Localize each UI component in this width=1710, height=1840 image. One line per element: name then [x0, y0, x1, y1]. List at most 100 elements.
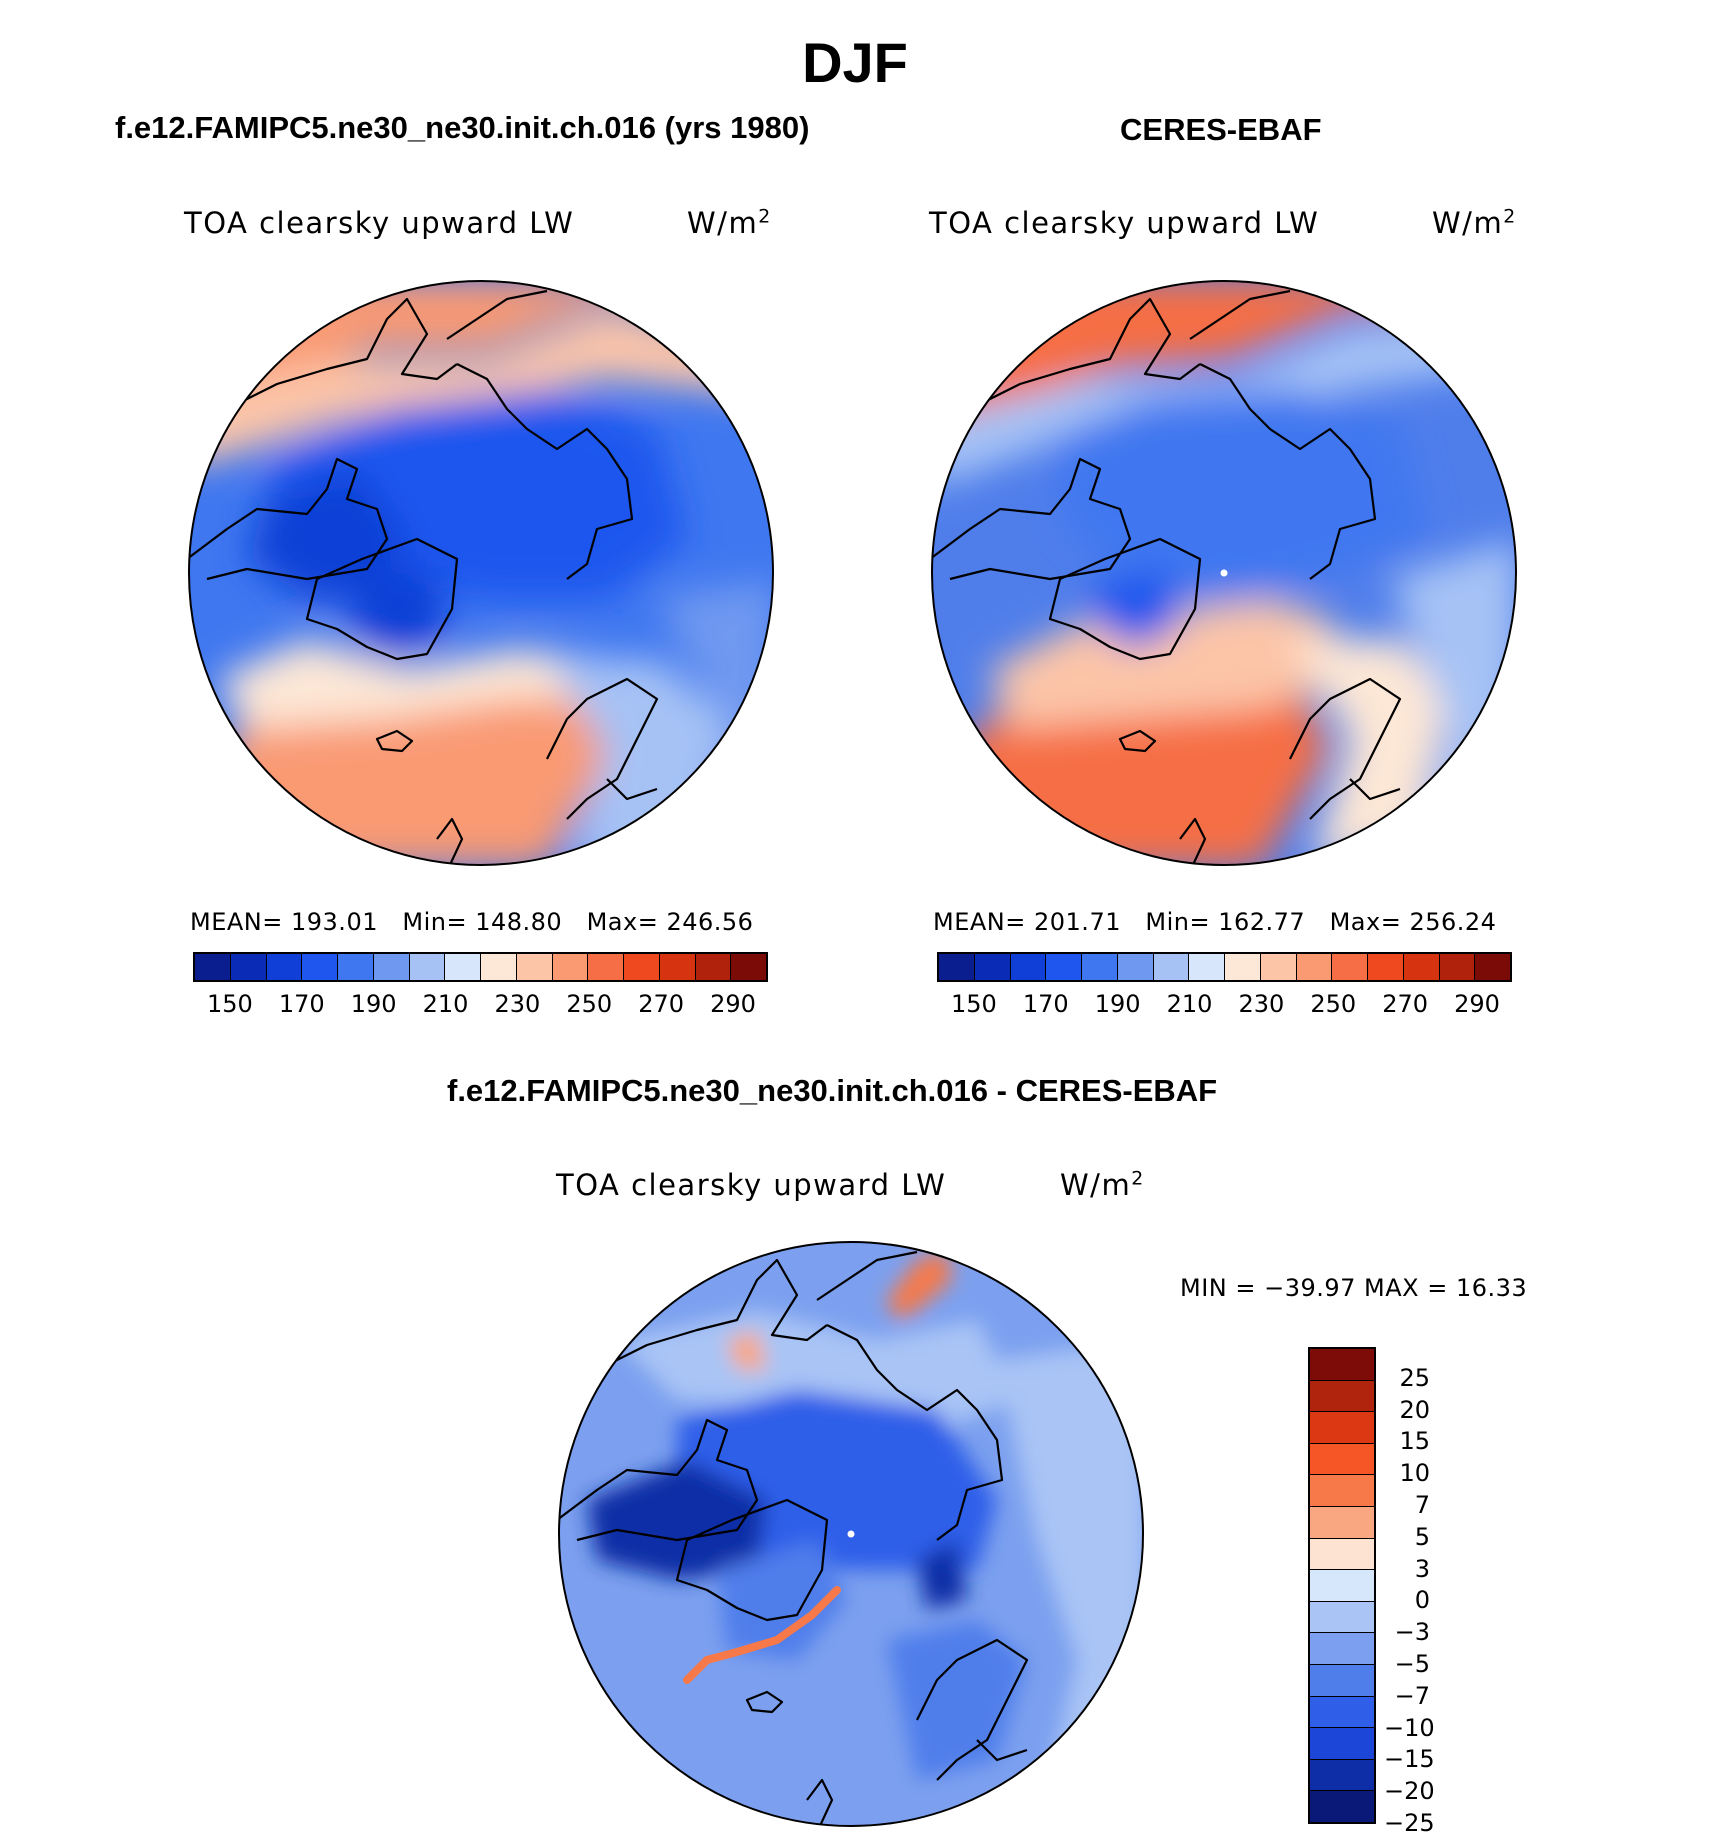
diff-colorbar-swatch: [1310, 1538, 1374, 1571]
diff-colorbar-swatch: [1310, 1380, 1374, 1413]
diff-colorbar-swatch: [1310, 1475, 1374, 1507]
obs-colorbar-swatch: [1403, 954, 1440, 980]
diff-field-beringia-warm: [727, 1330, 767, 1370]
model-coastline-siberia: [456, 363, 634, 580]
model-colorbar-tick-label: 170: [278, 990, 325, 1018]
model-variable-label: TOA clearsky upward LW: [184, 206, 575, 240]
obs-colorbar-swatch: [1368, 954, 1404, 980]
diff-colorbar-tick-label: 7: [1414, 1491, 1430, 1519]
diff-field-greenland: [717, 1540, 847, 1660]
model-colorbar-swatch: [445, 954, 481, 980]
model-coastline-alaska: [226, 297, 458, 410]
model-colorbar-swatch: [731, 954, 766, 980]
model-colorbar-swatch: [230, 954, 267, 980]
diff-coastline-baltic: [976, 1739, 1028, 1762]
model-colorbar-ticks: 150 170 190 210 230 250 270 290: [193, 990, 768, 1020]
obs-coastline-greenland: [1048, 537, 1202, 661]
model-map-border: [188, 280, 774, 866]
obs-colorbar-swatch: [1010, 954, 1047, 980]
model-field-archipelago-deep: [247, 469, 407, 599]
model-min-value: 148.80: [475, 908, 563, 936]
obs-colorbar-swatch: [1332, 954, 1368, 980]
obs-colorbar-swatch: [1439, 954, 1476, 980]
diff-colorbar-swatch: [1310, 1696, 1374, 1729]
diff-units-label: W/m2: [1060, 1168, 1145, 1202]
model-coastline-baltic: [606, 778, 658, 801]
diff-colorbar-tick-label: −10: [1384, 1713, 1435, 1742]
model-colorbar-swatch: [338, 954, 374, 980]
diff-coastline-canada: [559, 1418, 759, 1542]
model-colorbar-swatch: [552, 954, 589, 980]
model-coastline-greenland: [305, 537, 459, 661]
model-polar-map: [188, 280, 774, 866]
obs-mean-value: 201.71: [1034, 908, 1121, 936]
obs-pole-dot: [1220, 569, 1228, 577]
obs-case-title: CERES-EBAF: [1120, 112, 1322, 147]
diff-colorbar-tick-label: 0: [1414, 1586, 1430, 1615]
diff-colorbar-tick-label: −20: [1384, 1777, 1435, 1806]
model-colorbar-swatch: [481, 954, 517, 980]
diff-greenland-coast-warm: [683, 1586, 841, 1684]
model-colorbar-tick-label: 190: [350, 990, 397, 1018]
obs-colorbar-tick-label: 270: [1382, 990, 1428, 1018]
obs-colorbar-swatch: [1260, 954, 1297, 980]
obs-colorbar-swatch: [1082, 954, 1118, 980]
obs-colorbar-swatch: [1475, 954, 1510, 980]
obs-colorbar-swatch: [1296, 954, 1333, 980]
model-colorbar-swatch: [302, 954, 338, 980]
diff-variable-label: TOA clearsky upward LW: [556, 1168, 947, 1202]
obs-colorbar-tick-label: 250: [1310, 990, 1357, 1018]
diff-colorbar-tick-label: 3: [1414, 1554, 1430, 1583]
obs-field-atlantic-mid: [990, 599, 1350, 729]
obs-polar-map: [931, 280, 1517, 866]
model-stats: MEAN= 193.01 Min= 148.80 Max= 246.56: [190, 908, 754, 936]
diff-colorbar-tick-label: 5: [1414, 1522, 1430, 1551]
obs-coastline-canada: [932, 457, 1132, 581]
obs-variable-label: TOA clearsky upward LW: [929, 206, 1320, 240]
diff-colorbar-swatch: [1310, 1728, 1374, 1760]
diff-pole-dot: [847, 1530, 855, 1538]
obs-colorbar-swatch: [1153, 954, 1190, 980]
diff-field-scandinavia: [887, 1620, 1027, 1780]
model-colorbar-swatch: [624, 954, 660, 980]
diff-colorbar-swatch: [1310, 1664, 1374, 1697]
diff-colorbar-swatch: [1310, 1443, 1374, 1476]
model-colorbar-swatch: [409, 954, 446, 980]
model-colorbar-swatch: [373, 954, 410, 980]
model-mean-value: 193.01: [291, 908, 378, 936]
model-coastline-iceland: [375, 729, 414, 753]
model-field-greenland-deep: [347, 569, 447, 659]
obs-colorbar-swatch: [939, 954, 975, 980]
diff-colorbar-swatch: [1310, 1570, 1374, 1602]
diff-coastline-scandinavia: [916, 1638, 1029, 1781]
diff-polar-map: [558, 1241, 1144, 1827]
obs-colorbar-swatch: [974, 954, 1011, 980]
diff-colorbar-tick-label: −7: [1394, 1681, 1430, 1710]
obs-colorbar-tick-label: 150: [950, 990, 997, 1018]
diff-field-siberia-deep: [917, 1540, 967, 1610]
diff-colorbar-tick-label: −5: [1394, 1650, 1430, 1678]
figure-title: DJF: [802, 31, 908, 94]
model-coastline-scandinavia: [546, 677, 659, 820]
model-colorbar-tick-label: 250: [566, 990, 613, 1018]
model-colorbar-tick-label: 150: [206, 990, 253, 1018]
model-field-pacific-mid: [189, 309, 773, 469]
model-colorbar: [193, 952, 768, 982]
diff-field-archipelago-deep: [587, 1460, 767, 1580]
diff-case-title: f.e12.FAMIPC5.ne30_ne30.init.ch.016 - CE…: [447, 1073, 1218, 1108]
obs-units-label: W/m2: [1432, 206, 1517, 240]
diff-colorbar-tick-label: −25: [1384, 1809, 1435, 1837]
obs-colorbar-tick-label: 170: [1022, 990, 1069, 1018]
diff-field-chukotka-warm: [887, 1250, 952, 1320]
diff-colorbar-swatch: [1310, 1506, 1374, 1539]
model-coastline-uk: [436, 817, 464, 865]
model-colorbar-tick-label: 230: [494, 990, 541, 1018]
obs-colorbar-tick-label: 190: [1094, 990, 1141, 1018]
obs-stats: MEAN= 201.71 Min= 162.77 Max= 256.24: [933, 908, 1497, 936]
diff-coastline-iceland: [745, 1690, 784, 1714]
diff-colorbar-tick-label: 10: [1399, 1459, 1430, 1488]
diff-minmax-label: MIN = −39.97 MAX = 16.33: [1180, 1274, 1528, 1302]
model-case-title: f.e12.FAMIPC5.ne30_ne30.init.ch.016 (yrs…: [115, 110, 810, 145]
diff-colorbar-swatch: [1310, 1633, 1374, 1665]
obs-max-value: 256.24: [1409, 908, 1497, 936]
